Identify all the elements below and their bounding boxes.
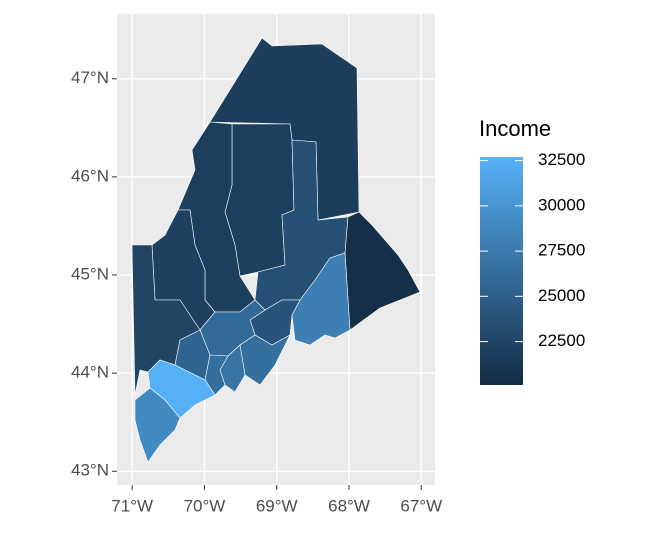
legend-label: 30000 xyxy=(538,195,585,214)
y-tick-label: 46°N xyxy=(71,166,109,185)
y-tick-label: 45°N xyxy=(71,264,109,283)
y-tick-label: 44°N xyxy=(71,363,109,382)
county xyxy=(291,252,351,346)
legend-label: 25000 xyxy=(538,286,585,305)
x-tick-label: 68°W xyxy=(328,496,370,515)
legend-label: 27500 xyxy=(538,241,585,260)
legend-label: 22500 xyxy=(538,331,585,350)
x-tick-label: 67°W xyxy=(400,496,442,515)
y-tick-label: 43°N xyxy=(71,461,109,480)
legend-title: Income xyxy=(479,116,551,141)
y-tick-label: 47°N xyxy=(71,68,109,87)
x-tick-label: 71°W xyxy=(111,496,153,515)
x-tick-label: 70°W xyxy=(184,496,226,515)
county xyxy=(134,387,181,463)
colorbar xyxy=(480,157,523,385)
x-tick-label: 69°W xyxy=(256,496,298,515)
legend-label: 32500 xyxy=(538,150,585,169)
